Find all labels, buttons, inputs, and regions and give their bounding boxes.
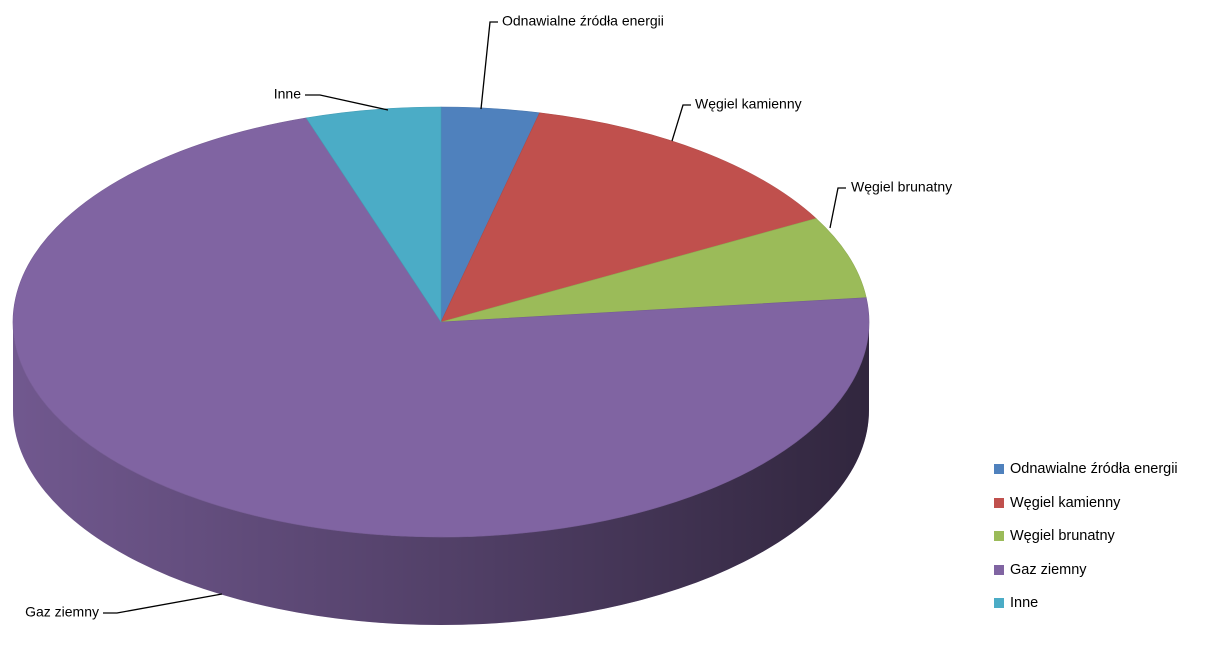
legend-swatch xyxy=(994,598,1004,608)
legend-swatch xyxy=(994,564,1004,575)
slice-wegiel-kamienny xyxy=(440,112,817,323)
slice-odnawialne-leader-line xyxy=(480,21,498,110)
slice-wegiel-kamienny-label: Węgiel kamienny xyxy=(695,96,802,112)
pie-side-walls xyxy=(13,322,869,625)
slice-inne xyxy=(305,106,442,323)
legend-swatch xyxy=(994,497,1004,508)
legend-item: Węgiel brunatny xyxy=(994,526,1206,546)
legend-item: Inne xyxy=(994,593,1206,613)
slice-gaz-ziemny-side-shade xyxy=(13,322,869,625)
slice-gaz-ziemny-leader-line xyxy=(103,593,223,614)
slice-wegiel-brunatny-leader-line xyxy=(829,187,846,229)
legend-item: Odnawialne źródła energii xyxy=(994,459,1206,479)
slice-gaz-ziemny-label: Gaz ziemny xyxy=(25,604,99,620)
pie-slices xyxy=(12,106,870,538)
slice-gaz-ziemny xyxy=(12,117,870,538)
slice-labels: Odnawialne źródła energii Węgiel kamienny… xyxy=(25,13,952,620)
legend-item: Węgiel kamienny xyxy=(994,493,1206,513)
slice-wegiel-brunatny-label: Węgiel brunatny xyxy=(851,179,952,195)
legend-item: Gaz ziemny xyxy=(994,560,1206,580)
legend-swatch xyxy=(994,464,1004,474)
legend-label: Odnawialne źródła energii xyxy=(1010,461,1178,477)
legend-swatch xyxy=(994,531,1004,541)
slice-inne-label: Inne xyxy=(274,86,301,102)
legend-label: Gaz ziemny xyxy=(1010,561,1087,578)
slice-odnawialne-label: Odnawialne źródła energii xyxy=(502,13,664,29)
leader-lines xyxy=(103,21,846,614)
legend-label: Węgiel brunatny xyxy=(1010,528,1115,544)
slice-inne-leader-line xyxy=(305,94,389,111)
slice-wegiel-kamienny-leader-line xyxy=(671,104,691,142)
legend-label: Inne xyxy=(1010,595,1039,611)
legend: Odnawialne źródła energii Węgiel kamienn… xyxy=(994,459,1206,627)
slice-wegiel-brunatny xyxy=(440,218,867,323)
legend-label: Węgiel kamienny xyxy=(1010,494,1121,511)
